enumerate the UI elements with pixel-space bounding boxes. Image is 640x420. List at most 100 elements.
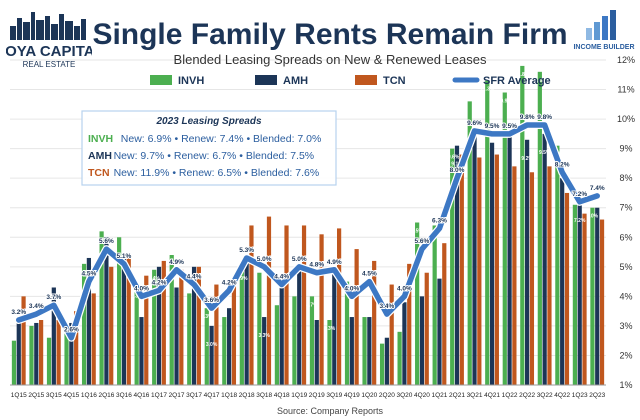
sfr-average-label: 9.5%: [485, 123, 500, 130]
legend-label: AMH: [283, 75, 308, 87]
sfr-average-label: 5.0%: [292, 256, 307, 263]
bar-amh: [139, 317, 144, 385]
bar-amh: [525, 139, 530, 385]
bar-tcn: [126, 257, 131, 385]
sfr-average-label: 3.2%: [11, 309, 26, 316]
x-tick-label: 4Q21: [484, 392, 500, 399]
bar-tcn: [301, 225, 307, 385]
y-tick-label: 7%: [619, 203, 632, 213]
callout-rows: INVH New: 6.9% • Renew: 7.4% • Blended: 7…: [88, 133, 321, 179]
bar-label-invh: 5.1%: [78, 270, 90, 276]
legend-label: TCN: [383, 75, 406, 87]
x-tick-label: 2Q15: [28, 392, 44, 399]
bar-amh: [332, 272, 337, 385]
bar-tcn: [21, 296, 26, 385]
callout-text: New: 9.7% • Renew: 6.7% • Blended: 7.5%: [114, 150, 315, 162]
bar-tcn: [354, 249, 359, 385]
source-note: Source: Company Reports: [277, 406, 384, 416]
y-tick-label: 5%: [619, 262, 632, 272]
bar-tcn: [599, 219, 605, 385]
bar-label-invh: 6.2%: [96, 237, 108, 243]
x-tick-label: 3Q16: [116, 392, 132, 399]
bar-invh: [204, 308, 209, 385]
sfr-average-label: 3.4%: [29, 303, 44, 310]
bar-invh: [29, 325, 34, 385]
x-tick-label: 3Q19: [326, 392, 342, 399]
x-tick-label: 2Q22: [519, 392, 535, 399]
x-axis: 1Q15 2Q15 3Q15 4Q15 1Q16 2Q16 3Q16 4Q16 1Q17 2Q17…: [10, 384, 606, 399]
bar-amh: [104, 237, 109, 385]
y-tick-label: 6%: [619, 232, 632, 242]
bar-amh: [69, 322, 74, 385]
callout-box-frame: [81, 110, 337, 186]
bar-label-amh: 3.0%: [206, 342, 218, 348]
sfr-average-label: 4.5%: [362, 271, 377, 278]
bar-tcn: [529, 172, 535, 385]
y-tick-label: 8%: [619, 173, 632, 183]
legend-swatch: [255, 75, 277, 85]
sfr-average-label: 7.2%: [572, 191, 587, 198]
x-tick-label: 1Q20: [361, 392, 377, 399]
bar-label-invh: 4.7%: [306, 302, 318, 308]
bar-tcn: [214, 284, 219, 385]
bar-invh: [344, 281, 350, 385]
bar-label-amh: 3.3%: [258, 333, 270, 339]
bar-amh: [577, 201, 582, 385]
sfr-average-label: 4.2%: [222, 279, 237, 286]
x-tick-label: 2Q19: [309, 392, 325, 399]
x-tick-label: 3Q20: [396, 392, 412, 399]
x-tick-label: 4Q19: [344, 392, 360, 399]
bar-label-amh: 9.5%: [539, 150, 551, 156]
x-tick-label: 2Q18: [239, 392, 255, 399]
bar-invh: [555, 145, 560, 385]
sfr-average-label: 9.5%: [502, 123, 517, 130]
bar-label-invh: 7.0%: [587, 214, 599, 220]
bar-label-invh: 4.4%: [148, 276, 160, 282]
bar-tcn: [564, 192, 570, 385]
y-tick-label: 3%: [619, 321, 632, 331]
bar-tcn: [319, 234, 324, 385]
hoya-capital-logo: HOYA CAPITAL REAL ESTATE: [6, 12, 92, 69]
bar-invh: [362, 317, 367, 385]
x-tick-label: 4Q20: [414, 392, 430, 399]
sfr-average-label: 4.4%: [274, 274, 289, 281]
bar-label-amh: 9.1%: [451, 162, 463, 168]
bar-invh: [117, 237, 122, 385]
sfr-average-label: 4.9%: [327, 259, 342, 266]
bar-label-invh: 3.3%: [201, 314, 213, 320]
callout-ticker: AMH: [88, 150, 112, 162]
sfr-average-label: 7.4%: [590, 185, 605, 192]
bar-invh: [222, 317, 227, 385]
bar-label-invh: 11.3%: [480, 87, 494, 93]
bar-amh: [209, 325, 214, 385]
bar-tcn: [91, 293, 96, 385]
bar-amh: [454, 145, 460, 385]
x-tick-label: 4Q16: [134, 392, 150, 399]
x-tick-label: 2Q16: [98, 392, 114, 399]
bar-amh: [121, 257, 127, 385]
bar-tcn: [266, 216, 272, 385]
bar-amh: [419, 296, 425, 385]
x-tick-label: 3Q17: [186, 392, 202, 399]
bar-invh: [169, 255, 174, 385]
bar-tcn: [407, 263, 412, 385]
sfr-average-label: 3.7%: [46, 294, 61, 301]
income-builder-logo: INCOME BUILDER: [573, 10, 635, 51]
x-tick-label: 1Q15: [11, 392, 27, 399]
bar-invh: [450, 148, 455, 385]
callout-ticker: TCN: [88, 167, 110, 179]
bar-label-invh: 4.9%: [236, 276, 248, 282]
legend: INVH AMH TCN SFR Average: [150, 75, 551, 87]
callout-ticker: INVH: [88, 133, 113, 145]
bar-tcn: [74, 311, 79, 385]
callout-title: 2023 Leasing Spreads: [155, 116, 261, 127]
bar-invh: [520, 65, 525, 385]
bar-amh: [489, 142, 495, 385]
bar-label-invh: 11.6%: [533, 78, 547, 84]
bar-invh: [572, 204, 578, 385]
bar-amh: [402, 302, 407, 385]
bar-amh: [279, 287, 284, 385]
bar-amh: [227, 308, 232, 385]
